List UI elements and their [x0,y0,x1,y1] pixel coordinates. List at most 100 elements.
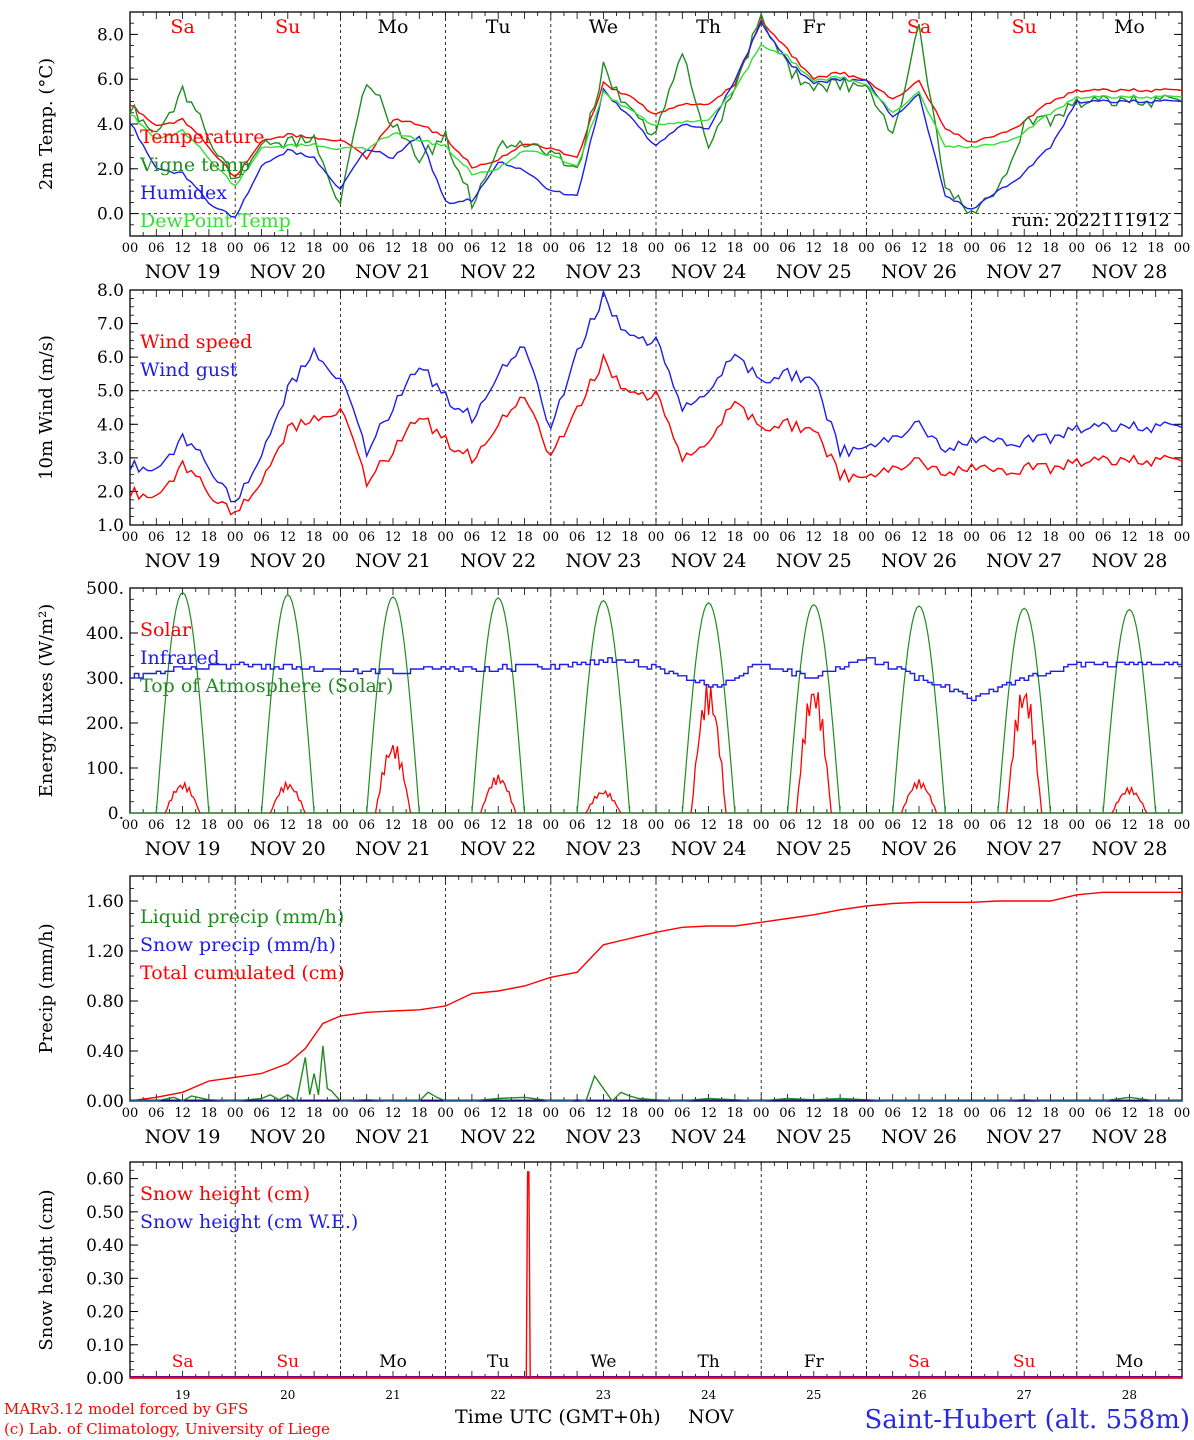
hour-tick-label: 00 [332,530,349,545]
hour-tick-label: 18 [1042,818,1059,833]
date-label: NOV 21 [355,1126,431,1148]
legend-entry: Humidex [140,182,227,204]
y-tick-label: 500. [86,579,124,599]
hour-tick-label: 18 [306,241,323,256]
vigne-temp-line [129,11,1183,215]
hour-tick-label: 12 [595,530,612,545]
date-label: NOV 23 [565,1126,641,1148]
hour-tick-label: 00 [543,241,560,256]
day-number-label: 21 [385,1388,400,1402]
date-label: NOV 26 [881,261,957,283]
hour-tick-label: 18 [621,1106,638,1121]
panel-wind: 1.0 2.0 3.0 4.0 5.0 6.0 7.0 8.0 10m Wind (m/s) 00… [36,281,1190,572]
hour-tick-label: 00 [543,1106,560,1121]
hour-tick-label: 06 [253,241,270,256]
y-tick-label: 5.0 [97,382,124,402]
hour-tick-label: 12 [1121,241,1138,256]
hour-tick-label: 18 [621,241,638,256]
hour-tick-label: 00 [543,530,560,545]
date-label: NOV 27 [986,1126,1062,1148]
humidex-line [129,20,1183,218]
toa-solar-line [576,599,631,814]
y-tick-label: 1.20 [86,942,124,962]
hour-tick-label: 06 [674,241,691,256]
hour-tick-label: 06 [674,818,691,833]
hour-tick-label: 00 [332,1106,349,1121]
hour-tick-label: 06 [358,241,375,256]
hour-tick-label: 12 [280,1106,297,1121]
date-label: NOV 19 [145,261,221,283]
date-label: NOV 21 [355,550,431,572]
hour-tick-label: 00 [1069,818,1086,833]
weekday-label: Su [1012,16,1037,38]
hour-tick-label: 12 [385,241,402,256]
hour-tick-label: 00 [332,241,349,256]
y-tick-label: 8.0 [97,281,124,301]
hour-tick-label: 12 [595,1106,612,1121]
y-tick-label: 0.50 [86,1203,124,1223]
hour-tick-label: 00 [858,530,875,545]
weekday-label: Mo [378,16,409,38]
date-label: NOV 24 [671,261,747,283]
y-tick-label: 0. [108,804,124,824]
date-label: NOV 19 [145,550,221,572]
date-label: NOV 27 [986,261,1062,283]
hour-tick-label: 18 [411,818,428,833]
y-tick-label: 4.0 [97,115,124,135]
hour-tick-label: 12 [174,241,191,256]
hour-tick-label: 12 [595,241,612,256]
hour-tick-label: 12 [911,818,928,833]
hour-tick-label: 12 [385,1106,402,1121]
hour-tick-label: 18 [201,530,218,545]
y-tick-label: 7.0 [97,315,124,335]
y-axis-label: 2m Temp. (°C) [36,58,57,190]
solar-line [1111,785,1148,814]
hour-tick-label: 12 [490,1106,507,1121]
hour-tick-label: 00 [437,241,454,256]
hour-tick-label: 06 [253,1106,270,1121]
temperature-line [129,18,1183,178]
date-label: NOV 23 [565,550,641,572]
y-tick-label: 200. [86,714,124,734]
hour-tick-label: 18 [516,818,533,833]
hour-tick-label: 18 [306,530,323,545]
hour-tick-label: 18 [832,530,849,545]
hour-tick-label: 12 [1016,818,1033,833]
hour-tick-label: 06 [1095,530,1112,545]
hour-tick-label: 06 [358,530,375,545]
hour-tick-label: 12 [700,818,717,833]
hour-tick-label: 18 [1147,241,1164,256]
legend-entry: Snow precip (mm/h) [140,934,336,956]
date-label: NOV 25 [776,550,852,572]
hour-tick-label: 06 [569,1106,586,1121]
legend-entry: Snow height (cm W.E.) [140,1211,358,1233]
toa-solar-line [681,602,736,814]
run-label: run: 2022111912 [1012,210,1170,231]
weekday-label: Sa [172,1352,194,1372]
hour-tick-label: 18 [1042,1106,1059,1121]
toa-solar-line [997,607,1052,814]
hour-tick-label: 00 [543,818,560,833]
hour-tick-label: 06 [253,530,270,545]
legend-entry: Total cumulated (cm) [140,962,345,984]
y-tick-label: 0.00 [86,1369,124,1389]
hour-tick-label: 18 [1042,241,1059,256]
hour-tick-label: 00 [1174,818,1191,833]
hour-tick-label: 12 [911,530,928,545]
y-tick-label: 300. [86,669,124,689]
hour-tick-label: 18 [1042,530,1059,545]
legend-entry: Temperature [140,126,264,148]
hour-tick-label: 06 [464,241,481,256]
y-tick-label: 2.0 [97,160,124,180]
date-label: NOV 25 [776,838,852,860]
wind-speed-line [129,352,1183,516]
hour-tick-label: 00 [122,241,139,256]
weekday-label: We [589,16,618,38]
snow-height-cm-line [130,1171,1182,1379]
hour-tick-label: 00 [437,1106,454,1121]
hour-tick-label: 18 [937,241,954,256]
date-label: NOV 22 [460,838,536,860]
day-number-label: 25 [806,1388,821,1402]
y-tick-label: 2.0 [97,482,124,502]
solar-line [1006,692,1043,814]
